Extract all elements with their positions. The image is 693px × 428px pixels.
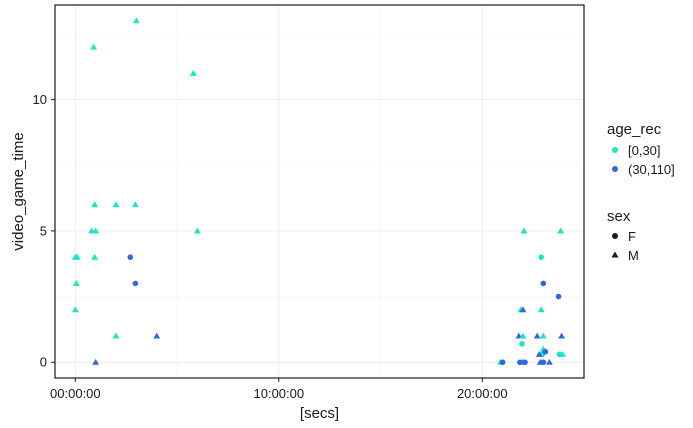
x-tick-label: 00:00:00 (50, 386, 101, 401)
legend-color-key-young (612, 147, 618, 153)
scatter-point (533, 332, 541, 339)
scatter-point (540, 280, 547, 287)
scatter-point (92, 358, 100, 365)
scatter-point (153, 332, 161, 339)
grid-lines (55, 5, 585, 378)
scatter-point (132, 17, 140, 24)
scatter-point (535, 350, 543, 357)
scatter-point (538, 254, 545, 260)
x-axis-label: [secs] (300, 405, 339, 422)
scatter-point (132, 280, 139, 287)
legend-color-label-young: [0,30] (628, 143, 661, 158)
data-points (71, 17, 567, 366)
legend: age_rec [0,30] (30,110] sex F M (607, 121, 675, 263)
scatter-point (71, 306, 79, 313)
y-tick-label: 10 (33, 92, 47, 107)
scatter-point (542, 348, 549, 355)
y-axis-ticks: 0 5 10 (33, 92, 55, 370)
scatter-point (91, 201, 99, 208)
scatter-point (557, 227, 565, 234)
scatter-point (555, 293, 562, 300)
scatter-point (73, 253, 81, 260)
legend-color-label-old: (30,110] (628, 162, 675, 177)
y-tick-label: 5 (40, 223, 47, 238)
y-axis-label: video_game_time (10, 132, 27, 250)
scatter-point (127, 254, 134, 260)
x-tick-label: 20:00:00 (457, 386, 508, 401)
scatter-point (91, 253, 99, 260)
legend-shape-key-f (612, 233, 618, 239)
scatter-point (92, 227, 100, 234)
scatter-point (559, 350, 567, 357)
legend-color-key-old (612, 166, 618, 172)
plot-panel-border (54, 4, 585, 379)
scatter-point (189, 69, 197, 76)
legend-shape-label-f: F (628, 229, 636, 244)
scatter-point (520, 227, 528, 234)
scatter-point (131, 201, 139, 208)
scatter-point (546, 358, 553, 365)
scatter-point (519, 306, 527, 313)
scatter-point (112, 332, 120, 339)
legend-shape-title: sex (607, 208, 631, 225)
scatter-point (519, 341, 525, 347)
scatter-point (537, 306, 545, 313)
x-tick-label: 10:00:00 (254, 386, 305, 401)
scatter-point (112, 201, 120, 208)
scatter-point (519, 332, 527, 339)
scatter-point (90, 43, 98, 50)
scatter-point (540, 359, 547, 366)
scatter-point (194, 227, 201, 234)
scatter-point (72, 280, 80, 286)
scatter-point (522, 359, 528, 366)
scatter-point (499, 359, 506, 366)
legend-color-title: age_rec (607, 121, 662, 138)
y-tick-label: 0 (40, 355, 47, 370)
legend-shape-key-m (611, 251, 619, 258)
scatter-point (558, 332, 566, 339)
scatter-point (539, 332, 547, 339)
legend-shape-label-m: M (628, 248, 639, 263)
x-axis-ticks: 00:00:00 10:00:00 20:00:00 (50, 378, 508, 401)
